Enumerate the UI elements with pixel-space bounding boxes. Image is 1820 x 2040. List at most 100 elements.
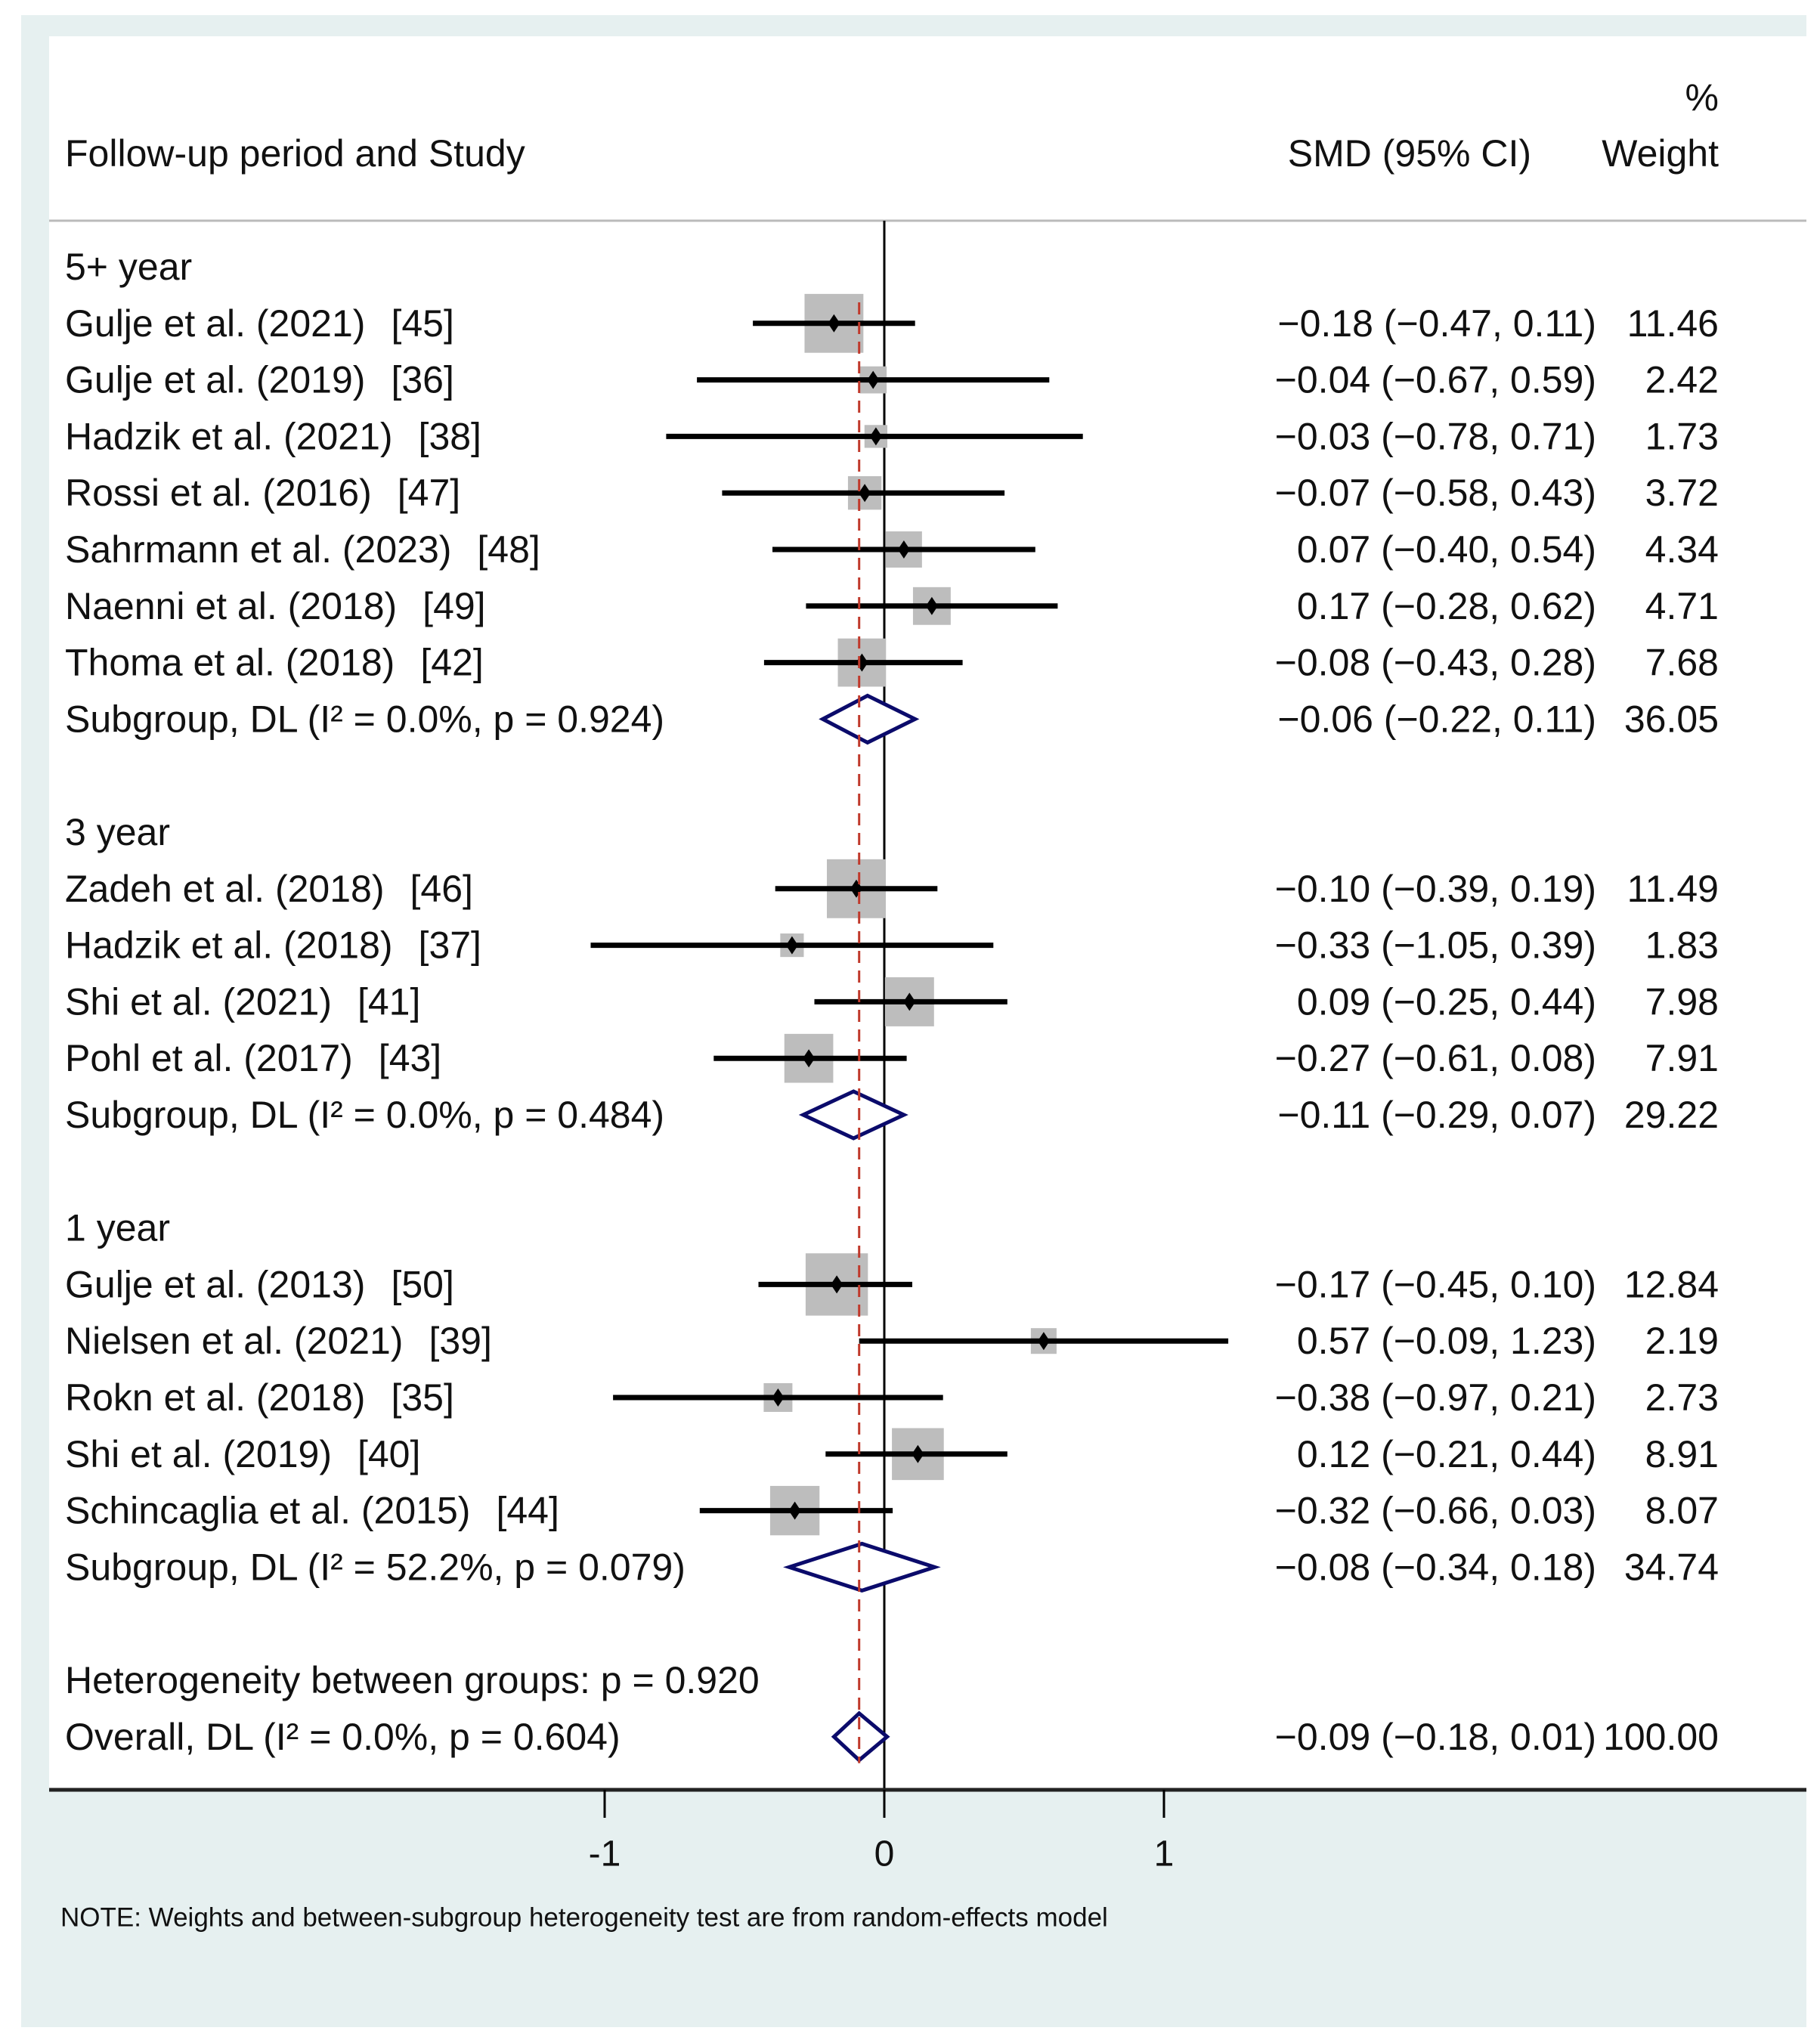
subgroup-label: Subgroup, DL (I² = 0.0%, p = 0.484) xyxy=(65,1094,664,1136)
point-estimate xyxy=(903,992,916,1011)
point-estimate xyxy=(831,1275,843,1294)
header-weight: Weight xyxy=(1602,132,1719,175)
subgroup-label: Subgroup, DL (I² = 52.2%, p = 0.079) xyxy=(65,1546,686,1588)
weight-value: 7.91 xyxy=(1645,1037,1719,1079)
study-label: Zadeh et al. (2018) xyxy=(65,868,385,910)
weight-value: 7.98 xyxy=(1645,980,1719,1023)
weight-value: 7.68 xyxy=(1645,642,1719,684)
study-ref: [40] xyxy=(358,1433,420,1475)
effect-estimate: −0.38 (−0.97, 0.21) xyxy=(1275,1376,1596,1419)
study-label: Rokn et al. (2018) xyxy=(65,1376,365,1419)
study-ref: [38] xyxy=(419,415,481,457)
point-estimate xyxy=(897,540,910,559)
effect-estimate: 0.09 (−0.25, 0.44) xyxy=(1297,980,1596,1023)
point-estimate xyxy=(867,370,880,389)
weight-value: 2.19 xyxy=(1645,1320,1719,1362)
effect-estimate: −0.03 (−0.78, 0.71) xyxy=(1275,415,1596,457)
study-ref: [46] xyxy=(410,868,473,910)
study-label: Sahrmann et al. (2023) xyxy=(65,528,451,571)
point-estimate xyxy=(869,427,882,446)
study-ref: [44] xyxy=(496,1490,559,1532)
study-label: Nielsen et al. (2021) xyxy=(65,1320,403,1362)
header-weight-percent: % xyxy=(1685,76,1719,119)
study-ref: [41] xyxy=(358,980,420,1023)
subgroup-weight: 34.74 xyxy=(1624,1546,1719,1588)
weight-value: 11.46 xyxy=(1627,302,1719,345)
x-tick-label: 1 xyxy=(1154,1834,1175,1874)
effect-estimate: −0.07 (−0.58, 0.43) xyxy=(1275,472,1596,514)
study-label: Pohl et al. (2017) xyxy=(65,1037,353,1079)
study-label: Gulje et al. (2021) xyxy=(65,302,365,345)
study-ref: [37] xyxy=(419,924,481,967)
x-tick-label: -1 xyxy=(589,1834,621,1874)
study-marks xyxy=(590,293,1229,1536)
weight-value: 2.73 xyxy=(1645,1376,1719,1419)
subgroup-diamond xyxy=(783,1541,941,1593)
subgroup-estimate: −0.06 (−0.22, 0.11) xyxy=(1277,698,1596,740)
subgroup-weight: 36.05 xyxy=(1624,698,1719,740)
group-label: 1 year xyxy=(65,1207,170,1249)
effect-estimate: −0.17 (−0.45, 0.10) xyxy=(1275,1263,1596,1305)
effect-estimate: 0.17 (−0.28, 0.62) xyxy=(1297,585,1596,627)
study-ref: [36] xyxy=(391,359,453,401)
weight-value: 1.73 xyxy=(1645,415,1719,457)
x-tick-label: 0 xyxy=(874,1834,895,1874)
weight-value: 8.07 xyxy=(1645,1490,1719,1532)
weight-value: 11.49 xyxy=(1627,868,1719,910)
study-ref: [43] xyxy=(379,1037,441,1079)
weight-value: 2.42 xyxy=(1645,359,1719,401)
subgroup-diamond xyxy=(798,1089,908,1141)
study-label: Gulje et al. (2019) xyxy=(65,359,365,401)
study-ref: [45] xyxy=(391,302,453,345)
study-label: Hadzik et al. (2021) xyxy=(65,415,393,457)
subgroup-weight: 29.22 xyxy=(1624,1094,1719,1136)
overall-estimate: −0.09 (−0.18, 0.01) xyxy=(1275,1716,1596,1758)
study-label: Thoma et al. (2018) xyxy=(65,642,395,684)
study-label: Schincaglia et al. (2015) xyxy=(65,1490,470,1532)
header-effect: SMD (95% CI) xyxy=(1288,132,1531,175)
overall-label: Overall, DL (I² = 0.0%, p = 0.604) xyxy=(65,1716,621,1758)
group-label: 3 year xyxy=(65,811,170,853)
study-label: Rossi et al. (2016) xyxy=(65,472,372,514)
effect-estimate: −0.08 (−0.43, 0.28) xyxy=(1275,642,1596,684)
overall-weight: 100.00 xyxy=(1603,1716,1719,1758)
header-study: Follow-up period and Study xyxy=(65,132,525,175)
subgroup-estimate: −0.11 (−0.29, 0.07) xyxy=(1277,1094,1596,1136)
point-estimate xyxy=(772,1388,785,1407)
effect-estimate: −0.27 (−0.61, 0.08) xyxy=(1275,1037,1596,1079)
study-label: Shi et al. (2019) xyxy=(65,1433,332,1475)
effect-estimate: −0.32 (−0.66, 0.03) xyxy=(1275,1490,1596,1532)
study-ref: [42] xyxy=(420,642,483,684)
study-label: Shi et al. (2021) xyxy=(65,980,332,1023)
point-estimate xyxy=(912,1444,924,1463)
weight-value: 4.71 xyxy=(1645,585,1719,627)
effect-estimate: 0.12 (−0.21, 0.44) xyxy=(1297,1433,1596,1475)
group-label: 5+ year xyxy=(65,246,192,288)
point-estimate xyxy=(828,314,840,333)
point-estimate xyxy=(788,1501,801,1520)
point-estimate xyxy=(1037,1332,1050,1351)
study-ref: [48] xyxy=(477,528,540,571)
effect-estimate: −0.04 (−0.67, 0.59) xyxy=(1275,359,1596,401)
weight-value: 12.84 xyxy=(1624,1263,1719,1305)
overall-diamond xyxy=(831,1710,890,1763)
study-ref: [35] xyxy=(391,1376,453,1419)
study-ref: [50] xyxy=(391,1263,453,1305)
effect-estimate: −0.18 (−0.47, 0.11) xyxy=(1277,302,1596,345)
weight-value: 3.72 xyxy=(1645,472,1719,514)
point-estimate xyxy=(859,484,871,503)
point-estimate xyxy=(925,596,938,615)
subgroup-estimate: −0.08 (−0.34, 0.18) xyxy=(1275,1546,1596,1588)
point-estimate xyxy=(803,1049,816,1068)
point-estimate xyxy=(785,936,798,955)
subgroup-diamond xyxy=(819,693,920,745)
heterogeneity-text: Heterogeneity between groups: p = 0.920 xyxy=(65,1659,760,1701)
effect-estimate: −0.33 (−1.05, 0.39) xyxy=(1275,924,1596,967)
footnote: NOTE: Weights and between-subgroup heter… xyxy=(60,1903,1108,1933)
effect-estimate: 0.07 (−0.40, 0.54) xyxy=(1297,528,1596,571)
weight-value: 4.34 xyxy=(1645,528,1719,571)
study-ref: [47] xyxy=(398,472,460,514)
study-label: Naenni et al. (2018) xyxy=(65,585,397,627)
effect-estimate: −0.10 (−0.39, 0.19) xyxy=(1275,868,1596,910)
